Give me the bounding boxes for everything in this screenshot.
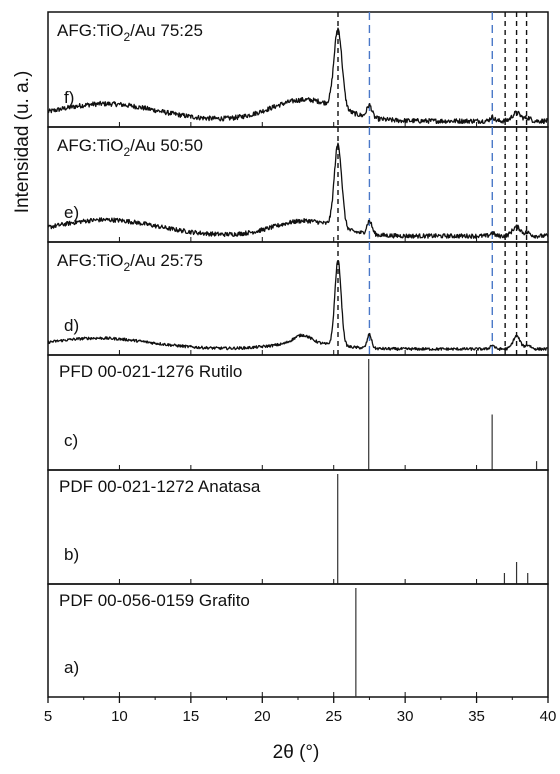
x-tick-label: 15 <box>183 708 200 725</box>
panel-label-e: AFG:TiO2/Au 50:50 <box>57 136 203 159</box>
panel-label-b: PDF 00-021-1272 Anatasa <box>59 477 261 496</box>
panel-a: PDF 00-056-0159 Grafito a) <box>47 583 549 698</box>
panel-label-c: PFD 00-021-1276 Rutilo <box>59 362 242 381</box>
panel-label-d: AFG:TiO2/Au 25:75 <box>57 251 203 274</box>
x-tick-label: 5 <box>44 708 52 725</box>
panel-c: PFD 00-021-1276 Rutilo c) <box>47 354 549 471</box>
pattern-series-d <box>48 260 548 351</box>
panel-letter-e: e) <box>64 203 79 222</box>
pattern-series-e <box>48 142 548 239</box>
x-tick-label: 30 <box>397 708 414 725</box>
panel-d: AFG:TiO2/Au 25:75 d) <box>47 241 549 356</box>
x-tick-label: 40 <box>540 708 557 725</box>
x-tick-label: 35 <box>468 708 485 725</box>
x-tick-label: 20 <box>254 708 271 725</box>
panel-label-f: AFG:TiO2/Au 75:25 <box>57 21 203 44</box>
panel-f: AFG:TiO2/Au 75:25 f) <box>47 11 549 128</box>
panel-letter-a: a) <box>64 658 79 677</box>
panel-letter-f: f) <box>64 88 74 107</box>
x-tick-label: 25 <box>325 708 342 725</box>
panel-label-a: PDF 00-056-0159 Grafito <box>59 591 250 610</box>
pattern-series-f <box>48 27 548 125</box>
x-axis-ticks: 5 10 15 20 25 30 35 40 <box>44 697 557 725</box>
panel-e: AFG:TiO2/Au 50:50 e) <box>47 126 549 243</box>
panel-letter-c: c) <box>64 431 78 450</box>
x-axis-label: 2θ (°) <box>273 742 320 763</box>
y-axis-label: Intensidad (u. a.) <box>12 71 33 214</box>
x-tick-label: 10 <box>111 708 128 725</box>
panel-b: PDF 00-021-1272 Anatasa b) <box>47 469 549 585</box>
panel-letter-d: d) <box>64 316 79 335</box>
panel-letter-b: b) <box>64 545 79 564</box>
panels-group: AFG:TiO2/Au 75:25f)AFG:TiO2/Au 50:50e)AF… <box>47 11 549 698</box>
